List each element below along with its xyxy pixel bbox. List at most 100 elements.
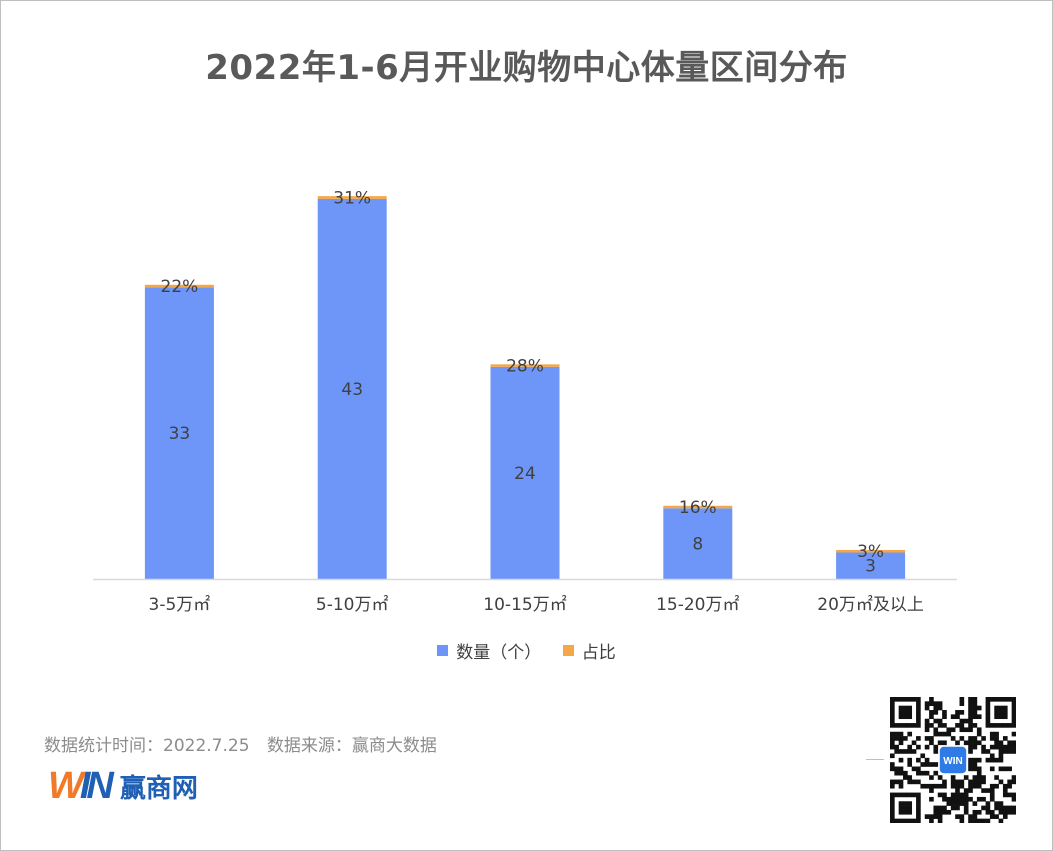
- qr-module: [989, 757, 995, 763]
- qr-module: [959, 736, 965, 741]
- qr-module: [942, 779, 947, 785]
- qr-module: [898, 809, 904, 815]
- qr-module: [963, 792, 969, 798]
- qr-module: [942, 805, 947, 811]
- qr-module: [946, 801, 952, 806]
- qr-module: [903, 818, 908, 823]
- qr-module: [989, 788, 995, 793]
- qr-module: [916, 736, 921, 741]
- bar-share-2: [490, 364, 560, 367]
- qr-module: [1002, 714, 1008, 720]
- qr-module: [911, 697, 917, 702]
- qr-module: [950, 805, 956, 811]
- x-tick-label-4: 20万㎡及以上: [817, 595, 924, 615]
- qr-module: [924, 727, 930, 733]
- qr-module: [1011, 749, 1016, 754]
- qr-module: [929, 710, 934, 715]
- qr-module: [929, 697, 934, 702]
- data-label-count-3: 8: [692, 535, 703, 555]
- qr-module: [998, 744, 1004, 750]
- qr-module: [994, 710, 999, 715]
- qr-module: [955, 723, 960, 728]
- qr-module: [972, 818, 978, 823]
- qr-module: [968, 718, 973, 724]
- qr-module: [946, 796, 952, 802]
- qr-module: [898, 714, 904, 720]
- qr-module: [998, 753, 1004, 759]
- qr-module: [981, 775, 986, 780]
- bar-count-3: [663, 508, 733, 579]
- qr-module: [946, 809, 952, 815]
- qr-module: [968, 788, 973, 793]
- bar-share-4: [836, 549, 906, 553]
- qr-module: [998, 757, 1004, 763]
- qr-module: [972, 779, 978, 785]
- qr-module: [898, 818, 904, 823]
- legend-swatch-count: [437, 645, 449, 656]
- qr-module: [950, 792, 956, 798]
- qr-module: [916, 801, 921, 806]
- qr-module: [937, 731, 943, 737]
- qr-module: [1007, 766, 1012, 772]
- qr-module: [929, 775, 934, 780]
- qr-module: [890, 805, 895, 811]
- qr-module: [929, 762, 934, 767]
- qr-module: [916, 779, 921, 785]
- qr-module: [898, 705, 904, 711]
- qr-module: [916, 701, 921, 706]
- qr-module: [933, 731, 939, 737]
- qr-module: [955, 783, 960, 789]
- qr-module: [898, 779, 904, 785]
- qr-module: [1007, 783, 1012, 789]
- qr-module: [959, 796, 965, 802]
- qr-module: [1007, 723, 1012, 728]
- qr-module: [994, 736, 999, 741]
- qr-module: [916, 814, 921, 819]
- qr-module: [994, 744, 999, 750]
- qr-module: [890, 710, 895, 715]
- qr-module: [968, 714, 973, 720]
- qr-center-text: WIN: [943, 756, 962, 767]
- qr-module: [937, 723, 943, 728]
- data-label-count-0: 33: [169, 424, 191, 444]
- qr-module: [959, 727, 965, 733]
- qr-module: [994, 705, 999, 711]
- qr-module: [981, 796, 986, 802]
- qr-module: [1002, 805, 1008, 811]
- qr-module: [890, 744, 895, 750]
- qr-module: [968, 736, 973, 741]
- qr-module: [998, 710, 1004, 715]
- qr-module: [1011, 809, 1016, 815]
- qr-module: [976, 714, 982, 720]
- qr-module: [963, 805, 969, 811]
- qr-module: [968, 757, 973, 763]
- qr-module: [998, 809, 1004, 815]
- qr-module: [989, 731, 995, 737]
- qr-module: [959, 701, 965, 706]
- qr-module: [916, 757, 921, 763]
- qr-module: [972, 710, 978, 715]
- qr-module: [933, 805, 939, 811]
- qr-module: [942, 714, 947, 720]
- qr-module: [989, 796, 995, 802]
- qr-module: [916, 809, 921, 815]
- qr-center-badge: [939, 746, 967, 774]
- qr-module: [1007, 697, 1012, 702]
- qr-module: [933, 744, 939, 750]
- qr-module: [890, 697, 895, 702]
- qr-module: [959, 710, 965, 715]
- qr-module: [898, 710, 904, 715]
- qr-module: [998, 740, 1004, 746]
- qr-module: [972, 814, 978, 819]
- qr-module: [1011, 792, 1016, 798]
- qr-module: [903, 792, 908, 798]
- qr-module: [972, 783, 978, 789]
- qr-module: [907, 809, 913, 815]
- qr-module: [911, 792, 917, 798]
- qr-module: [911, 749, 917, 754]
- qr-module: [959, 697, 965, 702]
- stat-time-text: 数据统计时间：2022.7.25: [44, 736, 250, 756]
- qr-module: [1011, 710, 1016, 715]
- qr-module: [972, 701, 978, 706]
